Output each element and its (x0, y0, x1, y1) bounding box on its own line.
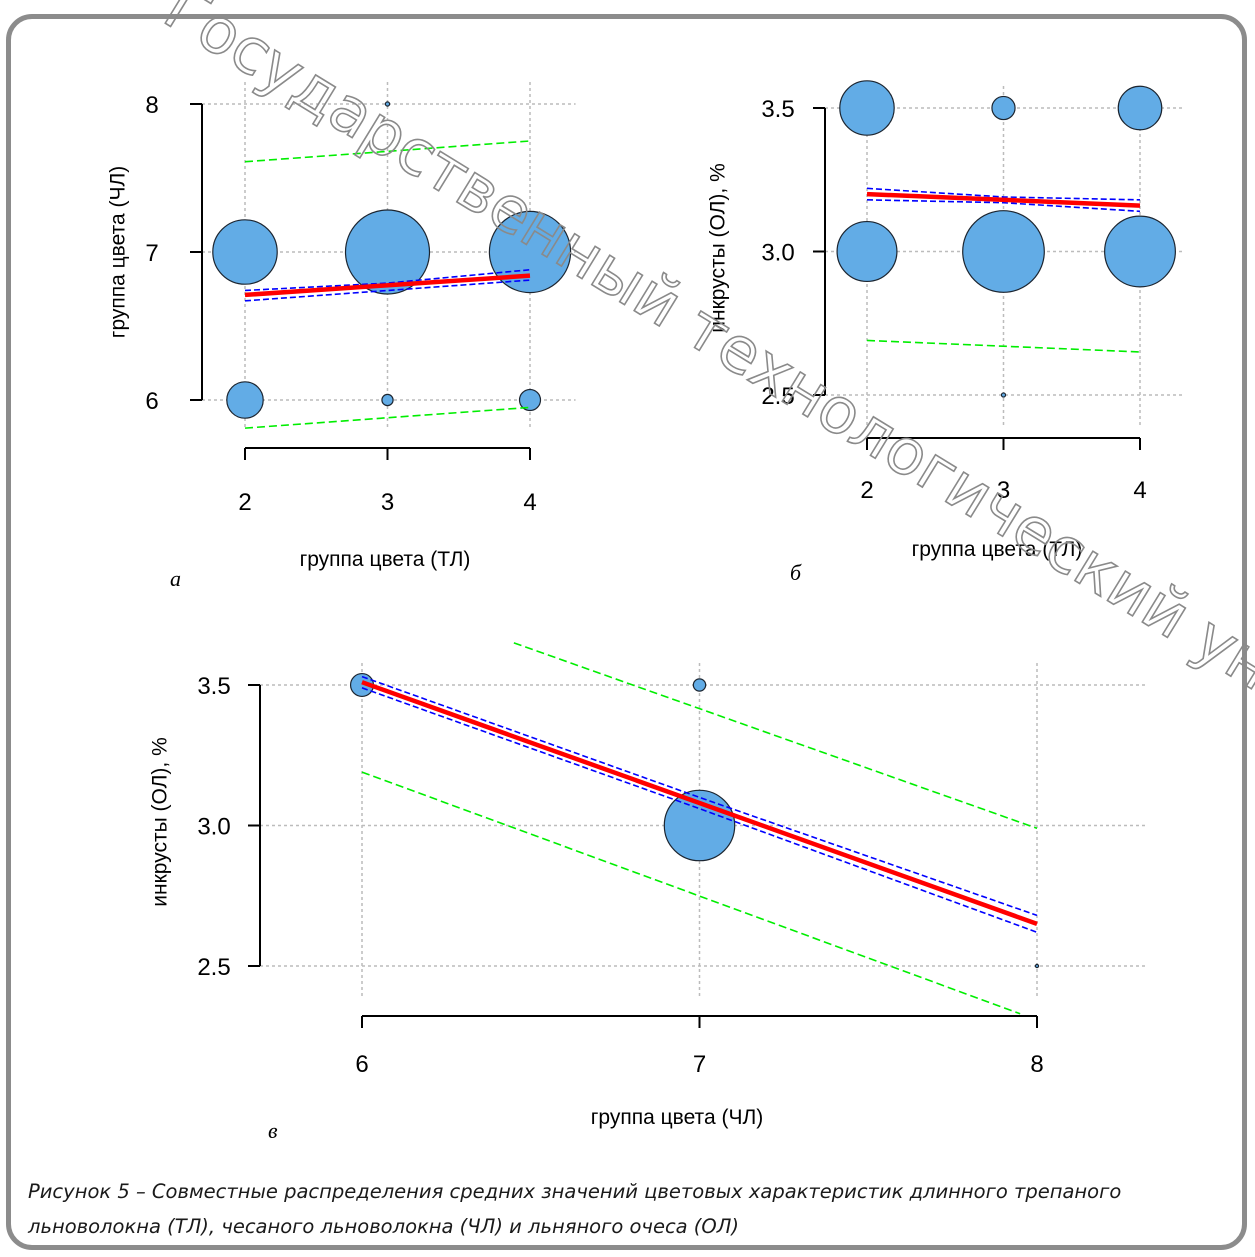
confidence-band-lower (244, 279, 531, 302)
chart-panel-b: 2.5 3.0 3.5 2 3 4 группа цвета (ТЛ) инкрусты (О… (706, 80, 1184, 561)
data-point (226, 381, 264, 419)
figure-caption: Рисунок 5 – Совместные распределения сре… (28, 1174, 1243, 1244)
data-point (1034, 963, 1040, 969)
data-point (384, 101, 391, 107)
y-axis-label: инкрусты (ОЛ), % (706, 163, 729, 332)
y-tick-label: 2.5 (197, 954, 230, 981)
panel-label-a: а (170, 566, 181, 591)
data-point (1104, 215, 1176, 288)
y-axis-label: группа цвета (ЧЛ) (106, 166, 129, 338)
data-point (1117, 85, 1163, 131)
data-point (991, 95, 1016, 121)
y-tick-label: 2.5 (761, 383, 794, 410)
data-point (488, 210, 572, 294)
x-tick-label: 7 (693, 1051, 706, 1078)
panel-label-c: в (268, 1118, 278, 1143)
x-axis-label: группа цвета (ТЛ) (300, 548, 471, 571)
y-tick-label: 3.5 (761, 96, 794, 123)
panel-label-b: б (790, 560, 802, 585)
x-axis-label: группа цвета (ЧЛ) (591, 1106, 763, 1129)
prediction-band-lower (866, 339, 1141, 353)
regression-line (361, 680, 1038, 926)
x-tick-label: 2 (860, 477, 873, 504)
data-point (381, 393, 394, 407)
data-point (1000, 392, 1007, 398)
data-point (212, 219, 278, 285)
y-tick-label: 3.0 (197, 814, 230, 841)
y-tick-label: 7 (145, 240, 158, 267)
data-point (518, 388, 542, 412)
chart-panel-c: 2.5 3.0 3.5 6 7 8 группа цвета (ЧЛ) инкрусты (О… (148, 642, 1145, 1129)
caption-line-2: льноволокна (ТЛ), чесаного льноволокна (… (28, 1215, 740, 1238)
x-tick-label: 3 (997, 477, 1010, 504)
chart-panel-a: 6 7 8 2 3 4 группа цвета (ТЛ) группа цвета (ЧЛ) (106, 82, 576, 571)
data-point (839, 80, 895, 136)
x-tick-label: 8 (1030, 1051, 1043, 1078)
data-point (692, 678, 707, 692)
y-tick-label: 6 (145, 388, 158, 415)
x-axis-label: группа цвета (ТЛ) (912, 538, 1083, 561)
y-axis-label: инкрусты (ОЛ), % (148, 737, 171, 906)
x-tick-label: 6 (355, 1051, 368, 1078)
x-tick-label: 4 (1133, 477, 1146, 504)
caption-line-1: Рисунок 5 – Совместные распределения сре… (28, 1180, 1122, 1203)
prediction-band-upper (513, 642, 1038, 830)
y-tick-label: 3.0 (761, 240, 794, 267)
regression-line (866, 191, 1141, 208)
data-point (962, 210, 1045, 293)
confidence-band-upper (361, 675, 1038, 917)
confidence-band-lower (866, 199, 1141, 213)
data-point (836, 220, 898, 283)
x-tick-label: 3 (381, 489, 394, 516)
x-tick-label: 4 (523, 489, 536, 516)
x-tick-label: 2 (238, 489, 251, 516)
prediction-band-lower (361, 771, 1021, 1015)
confidence-band-lower (361, 687, 1038, 934)
figure-frame (6, 14, 1247, 1250)
confidence-band-upper (866, 187, 1141, 201)
y-tick-label: 3.5 (197, 673, 230, 700)
regression-line (244, 273, 531, 298)
data-point (344, 209, 431, 295)
confidence-band-upper (244, 268, 531, 292)
y-tick-label: 8 (145, 92, 158, 119)
